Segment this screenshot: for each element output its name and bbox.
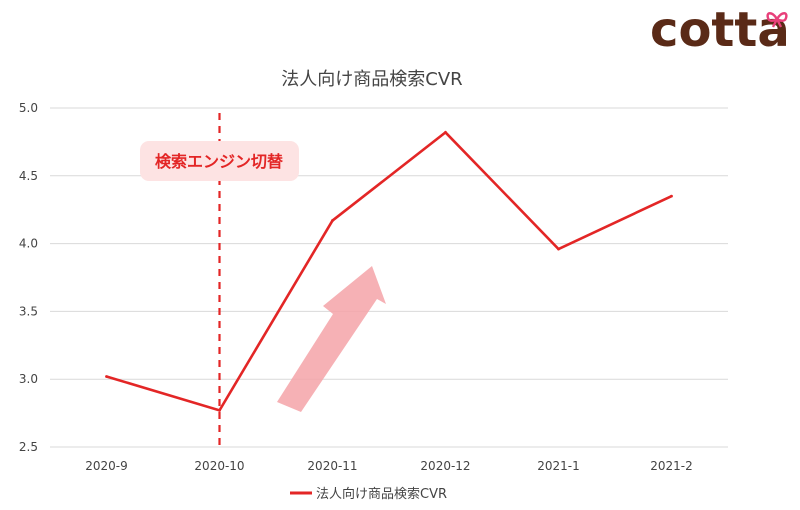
data-point	[218, 408, 221, 412]
data-point	[105, 375, 108, 378]
data-point	[444, 131, 447, 134]
engine-switch-callout: 検索エンジン切替	[140, 141, 299, 181]
data-point	[670, 194, 673, 198]
data-point	[557, 247, 560, 251]
x-axis: 2020-9 2020-10 2020-11 2020-12 2021-1 2021-2	[85, 459, 693, 473]
brand-logo-text: cotta	[650, 2, 790, 58]
x-tick-label: 2020-11	[307, 459, 357, 473]
y-tick-label: 3.5	[19, 304, 38, 318]
y-tick-label: 5.0	[19, 101, 38, 115]
series-line	[106, 130, 673, 412]
y-tick-label: 4.5	[19, 169, 38, 183]
data-point	[331, 219, 334, 222]
legend: 法人向け商品検索CVR	[290, 486, 447, 502]
x-tick-label: 2021-1	[537, 459, 580, 473]
x-tick-label: 2020-10	[194, 459, 244, 473]
y-tick-label: 2.5	[19, 440, 38, 454]
annotations: 検索エンジン切替	[140, 113, 386, 447]
x-tick-label: 2020-12	[420, 459, 470, 473]
x-tick-label: 2020-9	[85, 459, 128, 473]
increase-arrow-icon	[277, 266, 386, 412]
y-tick-label: 3.0	[19, 372, 38, 386]
callout-text: 検索エンジン切替	[155, 152, 283, 171]
x-tick-label: 2021-2	[650, 459, 693, 473]
legend-label: 法人向け商品検索CVR	[316, 486, 447, 502]
ribbon-icon	[766, 12, 788, 28]
brand-logo: cotta	[650, 2, 790, 58]
callout-background	[140, 141, 299, 181]
y-tick-label: 4.0	[19, 237, 38, 251]
chart-title: 法人向け商品検索CVR	[281, 69, 462, 90]
series	[105, 130, 673, 412]
y-axis: 2.5 3.0 3.5 4.0 4.5 5.0	[19, 101, 38, 454]
